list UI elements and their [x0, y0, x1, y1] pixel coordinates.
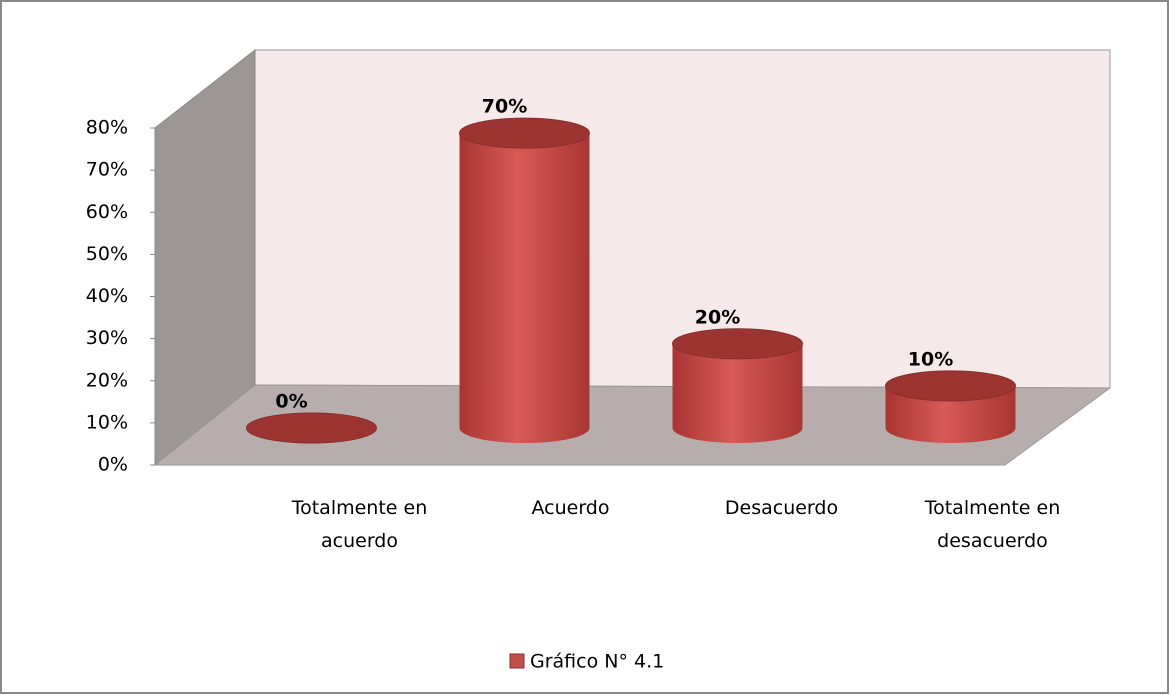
y-tick-label: 60% [86, 201, 128, 223]
y-tick-label: 10% [86, 411, 128, 433]
legend-swatch [509, 653, 525, 669]
y-tick-label: 70% [86, 159, 128, 181]
y-tick-label: 0% [98, 454, 128, 476]
x-tick-label: Desacuerdo [724, 497, 839, 519]
y-tick-label: 50% [86, 243, 128, 265]
legend-label: Gráfico N° 4.1 [530, 651, 664, 673]
y-tick-label: 80% [86, 117, 128, 139]
value-label: 20% [695, 306, 740, 328]
cylinder-body [885, 385, 1016, 444]
cylinder-top [246, 412, 377, 444]
value-label: 70% [482, 96, 527, 118]
y-tick-label: 20% [86, 369, 128, 391]
cylinder-top [885, 370, 1016, 402]
y-tick-label: 30% [86, 327, 128, 349]
floor [153, 384, 1112, 466]
value-label: 0% [275, 391, 307, 413]
cylinder-top [459, 117, 590, 149]
cylinder-body [459, 133, 590, 444]
value-label: 10% [908, 348, 953, 370]
x-tick-label: Totalmente en acuerdo [291, 497, 428, 552]
cylinder-top [672, 328, 803, 360]
cylinder-body [672, 343, 803, 444]
x-tick-label: Totalmente en desacuerdo [924, 497, 1061, 552]
x-tick-label: Acuerdo [531, 497, 610, 519]
y-tick-label: 40% [86, 285, 128, 307]
